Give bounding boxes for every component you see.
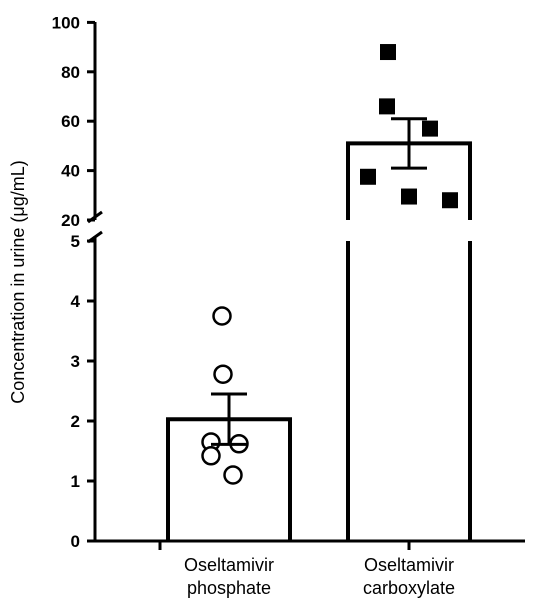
y-tick-label: 1 [71, 472, 80, 491]
data-point [360, 168, 376, 185]
y-tick-label: 5 [71, 232, 80, 251]
error-bars [211, 117, 427, 446]
y-tick-label: 80 [61, 63, 80, 82]
y-tick-label: 40 [61, 162, 80, 181]
y-axis-title: Concentration in urine (μg/mL) [8, 160, 28, 403]
data-point [201, 446, 221, 466]
y-tick-label: 60 [61, 112, 80, 131]
bars [166, 141, 472, 541]
y-tick-label: 100 [52, 13, 80, 32]
data-point [213, 364, 233, 384]
y-tick-label: 2 [71, 412, 80, 431]
data-point [401, 188, 417, 205]
y-ticks: 0 1 2 3 4 5 20 40 60 80 100 [52, 13, 95, 551]
y-tick-label: 20 [61, 211, 80, 230]
bar-lower-segment [346, 241, 472, 541]
data-point [212, 306, 232, 326]
category-label-phosphate-line2: phosphate [187, 578, 271, 598]
category-label-carboxylate-line2: carboxylate [363, 578, 455, 598]
data-point [379, 98, 395, 115]
y-tick-label: 3 [71, 352, 80, 371]
category-label-phosphate-line1: Oseltamivir [184, 555, 274, 575]
data-point [380, 44, 396, 61]
data-point [223, 465, 243, 485]
y-tick-label: 0 [71, 532, 80, 551]
y-tick-label: 4 [71, 292, 81, 311]
data-points [201, 44, 458, 485]
category-label-carboxylate-line1: Oseltamivir [364, 555, 454, 575]
data-point [442, 192, 458, 209]
axes [87, 22, 525, 550]
data-point [422, 120, 438, 137]
